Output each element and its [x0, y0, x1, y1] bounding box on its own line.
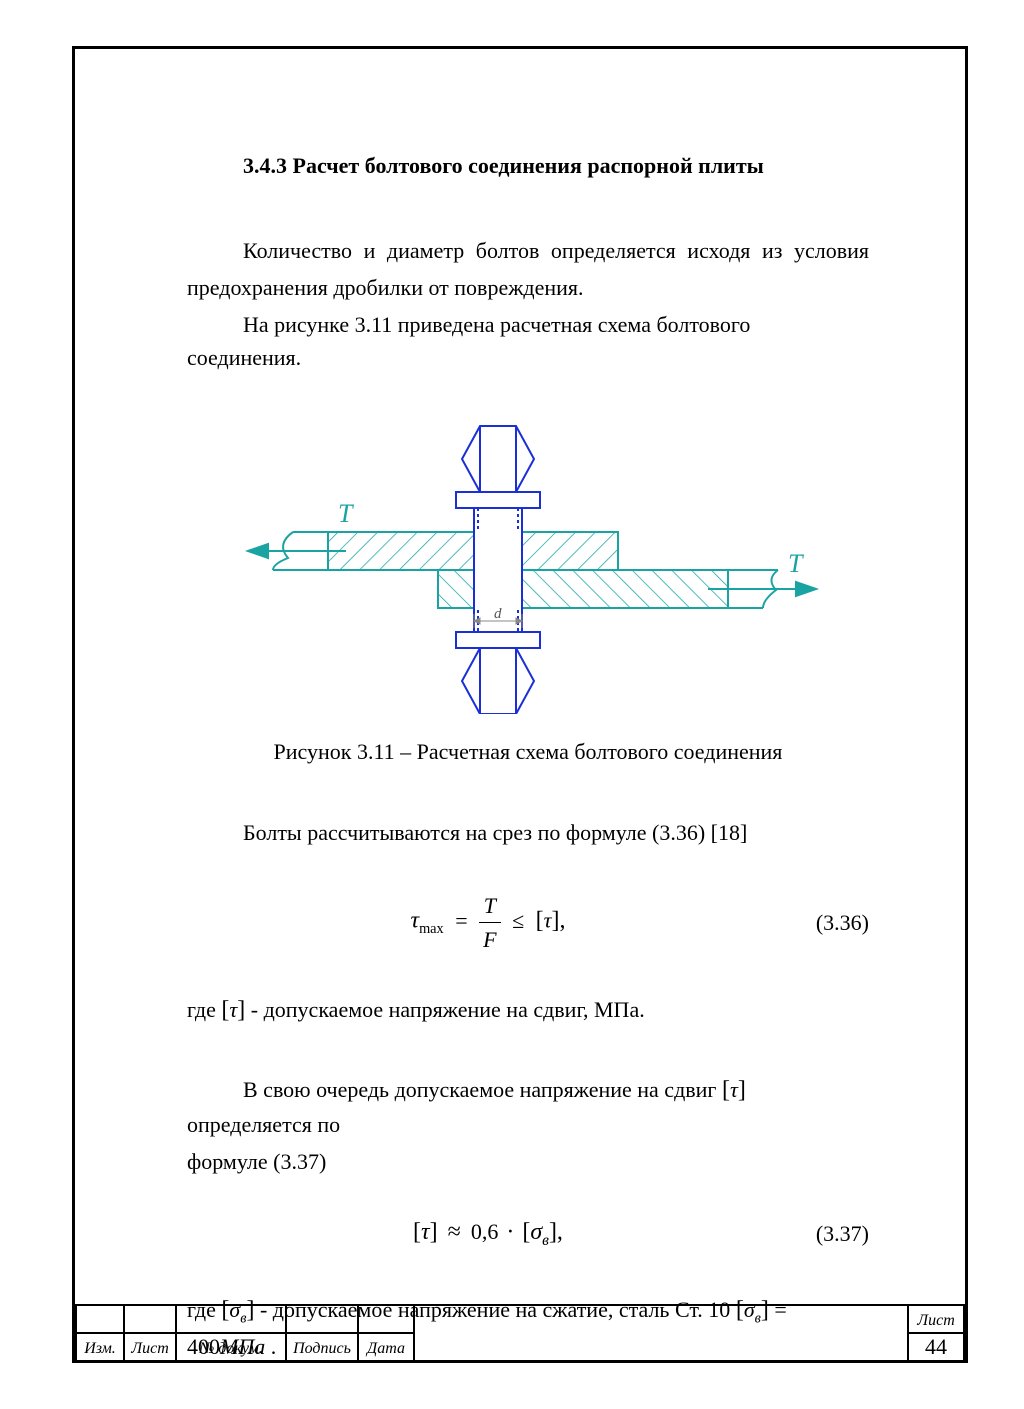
dimension-label-d: d [494, 606, 502, 622]
frac-den: F [479, 923, 500, 956]
stamp-blank [358, 1305, 414, 1333]
stamp-col-docnum: № докум. [176, 1333, 286, 1361]
paragraph-2: На рисунке 3.11 приведена расчетная схем… [187, 308, 869, 374]
bolt-diagram-svg: T T [218, 414, 838, 714]
coef: 0,6 [471, 1219, 499, 1244]
paragraph-1-line2: предохранения дробилки от повреждения. [187, 271, 869, 304]
bracket-close: ], [552, 908, 566, 934]
equals: = [455, 908, 467, 933]
equation-body: τmax = T F ≤ [τ], [187, 889, 789, 956]
stamp-sheet-label: Лист [908, 1305, 964, 1333]
stamp-sheet-number: 44 [908, 1333, 964, 1361]
p4-post: - допускаемое напряжение на сдвиг, МПа. [245, 997, 644, 1022]
equation-number: (3.36) [789, 906, 869, 939]
figure-3-11: T T [187, 414, 869, 768]
stamp-blank [124, 1305, 176, 1333]
p5-pre: В свою очередь допускаемое напряжение на… [243, 1077, 722, 1102]
equation-3-36: τmax = T F ≤ [τ], (3.36) [187, 889, 869, 956]
rbr2: ], [549, 1219, 563, 1245]
force-label-left: T [338, 499, 354, 528]
tau-close2: ] [738, 1077, 746, 1103]
stamp-table: Лист Изм. Лист № докум. Подпись Дата 44 [75, 1304, 965, 1362]
equation-3-37: [τ] ≈ 0,6 · [σв], (3.37) [187, 1214, 869, 1252]
sigma-sub: в [542, 1232, 549, 1249]
dot: · [506, 1219, 514, 1245]
bracket-open: [ [536, 908, 544, 934]
tau-rhs: τ [544, 908, 552, 933]
section-heading: 3.4.3 Расчет болтового соединения распор… [243, 149, 869, 182]
paragraph-1-line1: Количество и диаметр болтов определяется… [187, 234, 869, 267]
paragraph-5-line1: В свою очередь допускаемое напряжение на… [187, 1072, 869, 1141]
title-block: Лист Изм. Лист № докум. Подпись Дата 44 [75, 1304, 965, 1360]
figure-caption: Рисунок 3.11 – Расчетная схема болтового… [187, 735, 869, 768]
lbr: [ [413, 1219, 421, 1245]
stamp-blank [76, 1305, 124, 1333]
stamp-col-list: Лист [124, 1333, 176, 1361]
tau-sym2: τ [730, 1077, 738, 1102]
tau2: τ [421, 1219, 430, 1245]
section-number: 3.4.3 [243, 153, 287, 178]
page: 3.4.3 Расчет болтового соединения распор… [0, 0, 1024, 1409]
frac-num: T [479, 889, 500, 923]
stamp-col-date: Дата [358, 1333, 414, 1361]
approx: ≈ [448, 1219, 461, 1245]
stamp-center [414, 1305, 908, 1361]
tau-open2: [ [722, 1077, 730, 1103]
equation-number-2: (3.37) [789, 1217, 869, 1250]
tau-symbol: τ [410, 908, 419, 934]
force-label-right: T [788, 549, 804, 578]
paragraph-3: Болты рассчитываются на срез по формуле … [187, 816, 869, 849]
sigma: σ [530, 1219, 542, 1245]
stamp-col-sign: Подпись [286, 1333, 358, 1361]
rbr: ] [430, 1219, 438, 1245]
content-area: 3.4.3 Расчет болтового соединения распор… [187, 149, 869, 1367]
paragraph-5-line2: формуле (3.37) [187, 1145, 869, 1178]
equation-body-2: [τ] ≈ 0,6 · [σв], [187, 1214, 789, 1252]
stamp-blank [176, 1305, 286, 1333]
section-title-text: Расчет болтового соединения распорной пл… [293, 153, 764, 178]
paragraph-4: где [τ] - допускаемое напряжение на сдви… [187, 992, 869, 1028]
p5-post: определяется по [187, 1112, 340, 1137]
le: ≤ [512, 908, 524, 933]
tau-sub: max [419, 921, 444, 937]
stamp-blank [286, 1305, 358, 1333]
p4-pre: где [187, 997, 221, 1022]
page-frame: 3.4.3 Расчет болтового соединения распор… [72, 46, 968, 1363]
stamp-col-izm: Изм. [76, 1333, 124, 1361]
